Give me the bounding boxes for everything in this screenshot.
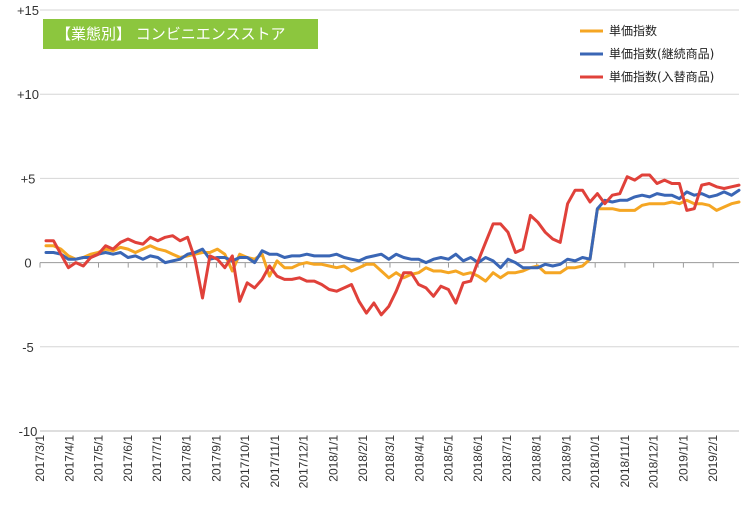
x-tick-label: 2017/9/1 — [209, 435, 223, 482]
x-tick-label: 2017/10/1 — [238, 435, 252, 489]
chart-title: 【業態別】 コンビニエンスストア — [56, 25, 285, 43]
y-tick-label: +10 — [17, 87, 39, 102]
x-tick-label: 2018/4/1 — [413, 435, 427, 482]
x-tick-label: 2017/11/1 — [268, 435, 282, 488]
series-line — [44, 188, 741, 270]
x-tick-label: 2017/12/1 — [297, 435, 311, 489]
x-tick-label: 2017/5/1 — [91, 435, 105, 482]
y-axis-tick-labels: -10 -5 0 +5 +10 +15 — [17, 3, 39, 439]
x-tick-label: 2019/1/1 — [676, 435, 690, 482]
y-tick-label: 0 — [24, 256, 31, 271]
legend-label: 単価指数 — [609, 23, 657, 38]
legend-label: 単価指数(継続商品) — [609, 46, 714, 61]
legend-label: 単価指数(入替商品) — [609, 69, 714, 84]
series-line — [44, 198, 741, 283]
x-tick-label: 2017/7/1 — [150, 435, 164, 482]
x-axis — [39, 262, 739, 432]
x-tick-label: 2018/12/1 — [647, 435, 661, 489]
x-tick-label: 2018/11/1 — [618, 435, 632, 488]
x-tick-label: 2018/1/1 — [326, 435, 340, 482]
y-tick-label: -10 — [19, 424, 38, 439]
x-tick-label: 2017/8/1 — [180, 435, 194, 482]
x-tick-label: 2018/2/1 — [356, 435, 370, 482]
x-tick-label: 2018/9/1 — [559, 435, 573, 482]
y-tick-label: +5 — [21, 171, 36, 186]
x-tick-label: 2018/3/1 — [383, 435, 397, 482]
x-tick-label: 2018/7/1 — [500, 435, 514, 482]
series-line — [44, 173, 741, 317]
x-tick-label: 2019/2/1 — [706, 435, 720, 482]
x-tick-label: 2018/6/1 — [471, 435, 485, 482]
x-tick-label: 2017/6/1 — [121, 435, 135, 482]
y-tick-label: +15 — [17, 3, 39, 18]
chart-title-box: 【業態別】 コンビニエンスストア — [43, 19, 318, 49]
x-tick-label: 2018/5/1 — [441, 435, 455, 482]
series-lines — [44, 173, 741, 317]
y-tick-label: -5 — [22, 340, 34, 355]
x-axis-tick-labels: 2017/3/1 2017/4/1 2017/5/1 2017/6/1 2017/7/1… — [33, 435, 720, 489]
x-tick-label: 2017/3/1 — [33, 435, 47, 482]
x-tick-label: 2017/4/1 — [63, 435, 77, 482]
x-tick-label: 2018/8/1 — [530, 435, 544, 482]
x-tick-label: 2018/10/1 — [588, 435, 602, 489]
chart-title-background — [43, 19, 318, 49]
